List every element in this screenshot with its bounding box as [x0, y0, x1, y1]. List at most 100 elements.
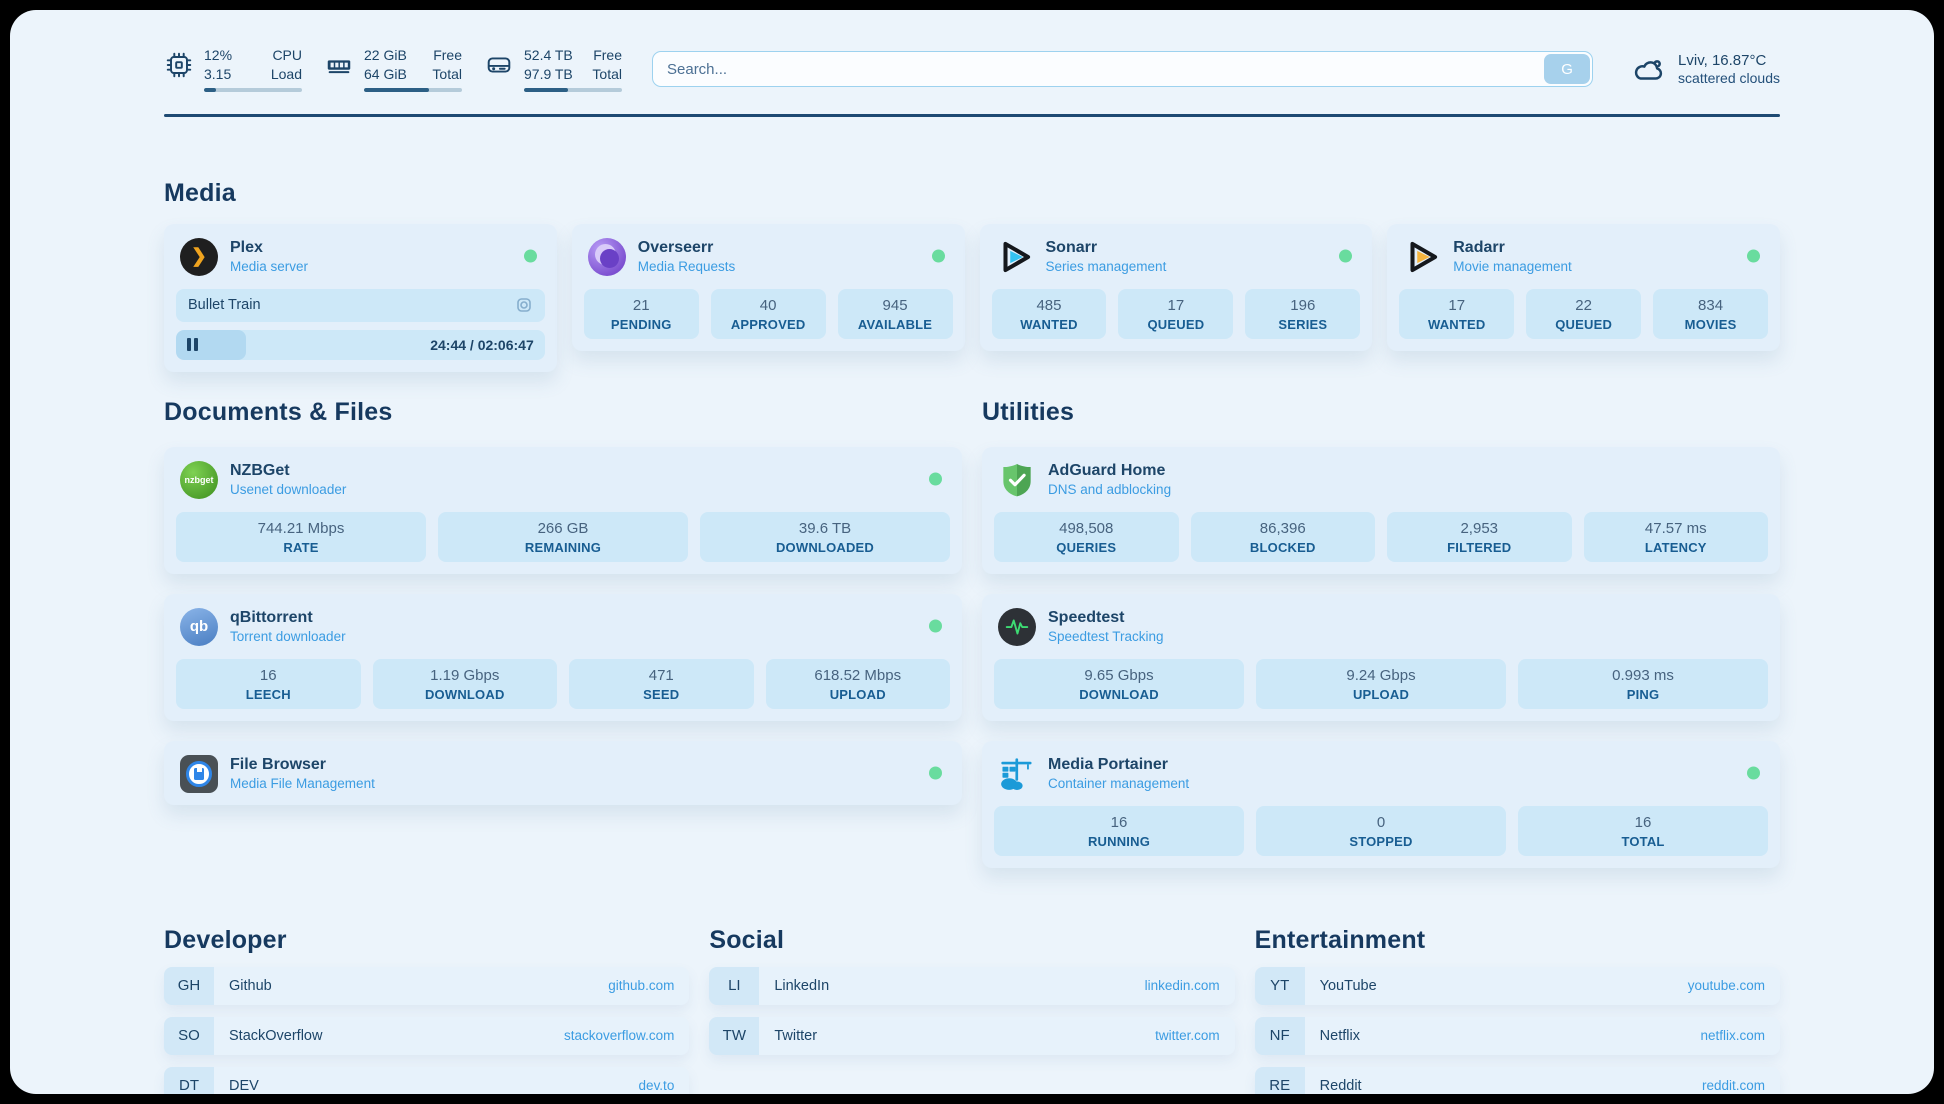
bookmark-reddit[interactable]: RE Reddit reddit.com — [1254, 1066, 1780, 1094]
app-name: qBittorrent — [230, 609, 313, 626]
nzbget-icon: nzbget — [180, 460, 218, 499]
disk-free-label: Free — [593, 47, 622, 64]
playback-progress-bar: 24:44 / 02:06:47 — [176, 329, 545, 360]
dashboard-panel: 12% CPU 3.15 Load — [10, 10, 1934, 1094]
stat-box: 485 WANTED — [991, 288, 1107, 339]
cpu-chip-icon — [166, 53, 192, 78]
cloud-icon — [1634, 60, 1663, 80]
now-playing-row: Bullet Train — [176, 288, 545, 322]
weather-condition: scattered clouds — [1678, 70, 1780, 86]
bookmark-name: Netflix — [1319, 1027, 1360, 1044]
bookmark-abbr: RE — [1254, 1066, 1305, 1094]
cpu-widget: 12% CPU 3.15 Load — [164, 46, 302, 92]
app-subtitle: Speedtest Tracking — [1048, 629, 1164, 644]
session-view-icon — [516, 298, 531, 312]
app-subtitle: Movie management — [1453, 259, 1572, 274]
search-bar: G — [652, 51, 1594, 87]
cpu-load-value: 3.15 — [204, 65, 232, 82]
disk-free-value: 52.4 TB — [524, 47, 573, 64]
bookmark-name: Twitter — [774, 1027, 818, 1044]
app-name: Plex — [230, 239, 263, 256]
stat-box: 40 APPROVED — [710, 288, 826, 339]
qbittorrent-icon: qb — [180, 607, 218, 646]
portainer-app-link[interactable]: Media Portainer Container management — [994, 753, 1768, 793]
app-name: File Browser — [230, 756, 327, 773]
bookmark-group-developer: Developer GH Github github.com SO StackO… — [164, 925, 690, 1094]
disk-total-label: Total — [592, 65, 622, 82]
disk-widget: 52.4 TB Free 97.9 TB Total — [484, 46, 622, 92]
sonarr-app-link[interactable]: Sonarr Series management — [992, 236, 1361, 276]
bookmark-name: YouTube — [1319, 977, 1377, 994]
qbittorrent-app-link[interactable]: qb qBittorrent Torrent downloader — [176, 606, 950, 646]
app-name: Media Portainer — [1048, 756, 1169, 773]
search-engine-button[interactable]: G — [1544, 54, 1591, 84]
weather-widget: Lviv, 16.87°C scattered clouds — [1629, 52, 1780, 86]
weather-location-temp: Lviv, 16.87°C — [1678, 52, 1767, 69]
cpu-progress-bar — [204, 87, 302, 92]
status-dot — [929, 766, 942, 779]
app-subtitle: Usenet downloader — [230, 482, 347, 497]
section-title-developer: Developer — [164, 925, 287, 954]
bookmark-url: youtube.com — [1687, 978, 1765, 993]
bookmark-linkedin[interactable]: LI LinkedIn linkedin.com — [709, 966, 1235, 1005]
stat-box: 0 STOPPED — [1256, 805, 1506, 856]
speedtest-card: Speedtest Speedtest Tracking 9.65 Gbps D… — [982, 593, 1780, 721]
bookmark-url: twitter.com — [1155, 1028, 1220, 1043]
bookmark-abbr: NF — [1254, 1016, 1305, 1055]
app-name: AdGuard Home — [1048, 462, 1166, 479]
top-bar: 12% CPU 3.15 Load — [164, 42, 1780, 96]
filebrowser-app-link[interactable]: File Browser Media File Management — [176, 753, 950, 793]
bookmark-youtube[interactable]: YT YouTube youtube.com — [1254, 966, 1780, 1005]
memory-free-label: Free — [433, 47, 462, 64]
bookmark-twitter[interactable]: TW Twitter twitter.com — [709, 1016, 1235, 1055]
stat-box: 17 QUEUED — [1118, 288, 1234, 339]
plex-card: ❯ Plex Media server Bullet Train — [164, 223, 557, 372]
bookmark-abbr: DT — [164, 1066, 214, 1094]
app-subtitle: Media server — [230, 259, 309, 274]
stat-box: 9.24 Gbps UPLOAD — [1256, 658, 1506, 709]
app-subtitle: Media File Management — [230, 776, 375, 791]
bookmark-netflix[interactable]: NF Netflix netflix.com — [1254, 1016, 1780, 1055]
qbittorrent-card: qb qBittorrent Torrent downloader 16 LEE… — [164, 593, 962, 721]
stat-box: 498,508 QUERIES — [994, 511, 1179, 562]
filebrowser-icon — [180, 754, 218, 793]
app-subtitle: Torrent downloader — [230, 629, 346, 644]
stat-box: 471 SEED — [569, 658, 754, 709]
bookmark-abbr: LI — [709, 966, 760, 1005]
bookmark-github[interactable]: GH Github github.com — [164, 966, 690, 1005]
stat-box: 2,953 FILTERED — [1387, 511, 1572, 562]
playback-time: 24:44 / 02:06:47 — [430, 336, 534, 353]
bookmark-dev[interactable]: DT DEV dev.to — [164, 1066, 690, 1094]
resource-widgets: 12% CPU 3.15 Load — [164, 46, 622, 92]
stat-box: 196 SERIES — [1245, 288, 1361, 339]
stats-row: 9.65 Gbps DOWNLOAD 9.24 Gbps UPLOAD 0.99… — [994, 658, 1768, 709]
plex-app-link[interactable]: ❯ Plex Media server — [176, 236, 545, 276]
documents-column: Documents & Files nzbget NZBGet Usenet d… — [164, 398, 962, 868]
stats-row: 744.21 Mbps RATE 266 GB REMAINING 39.6 T… — [176, 511, 950, 562]
status-dot — [1747, 249, 1760, 262]
memory-free-value: 22 GiB — [364, 47, 407, 64]
radarr-app-link[interactable]: Radarr Movie management — [1399, 236, 1768, 276]
disk-total-value: 97.9 TB — [524, 65, 573, 82]
section-title-social: Social — [709, 925, 785, 954]
bookmark-url: dev.to — [638, 1078, 675, 1093]
status-dot — [931, 249, 945, 262]
overseerr-app-link[interactable]: Overseerr Media Requests — [584, 236, 953, 276]
status-dot — [929, 619, 942, 632]
media-cards-row: ❯ Plex Media server Bullet Train — [164, 223, 1780, 372]
section-title-entertainment: Entertainment — [1254, 925, 1426, 954]
stat-box: 16 TOTAL — [1518, 805, 1768, 856]
nzbget-app-link[interactable]: nzbget NZBGet Usenet downloader — [176, 459, 950, 499]
bookmark-stackoverflow[interactable]: SO StackOverflow stackoverflow.com — [164, 1016, 690, 1055]
stats-row: 498,508 QUERIES 86,396 BLOCKED 2,953 FIL… — [994, 511, 1768, 562]
stat-box: 1.19 Gbps DOWNLOAD — [372, 658, 557, 709]
stat-box: 17 WANTED — [1399, 288, 1515, 339]
memory-progress-bar — [364, 87, 462, 92]
bookmark-name: Reddit — [1319, 1077, 1362, 1094]
stats-row: 16 RUNNING 0 STOPPED 16 TOTAL — [994, 805, 1768, 856]
search-input[interactable] — [652, 51, 1594, 87]
adguard-app-link[interactable]: AdGuard Home DNS and adblocking — [994, 459, 1768, 499]
speedtest-app-link[interactable]: Speedtest Speedtest Tracking — [994, 606, 1768, 646]
stat-box: 0.993 ms PING — [1518, 658, 1768, 709]
radarr-card: Radarr Movie management 17 WANTED 22 QUE… — [1387, 223, 1780, 351]
